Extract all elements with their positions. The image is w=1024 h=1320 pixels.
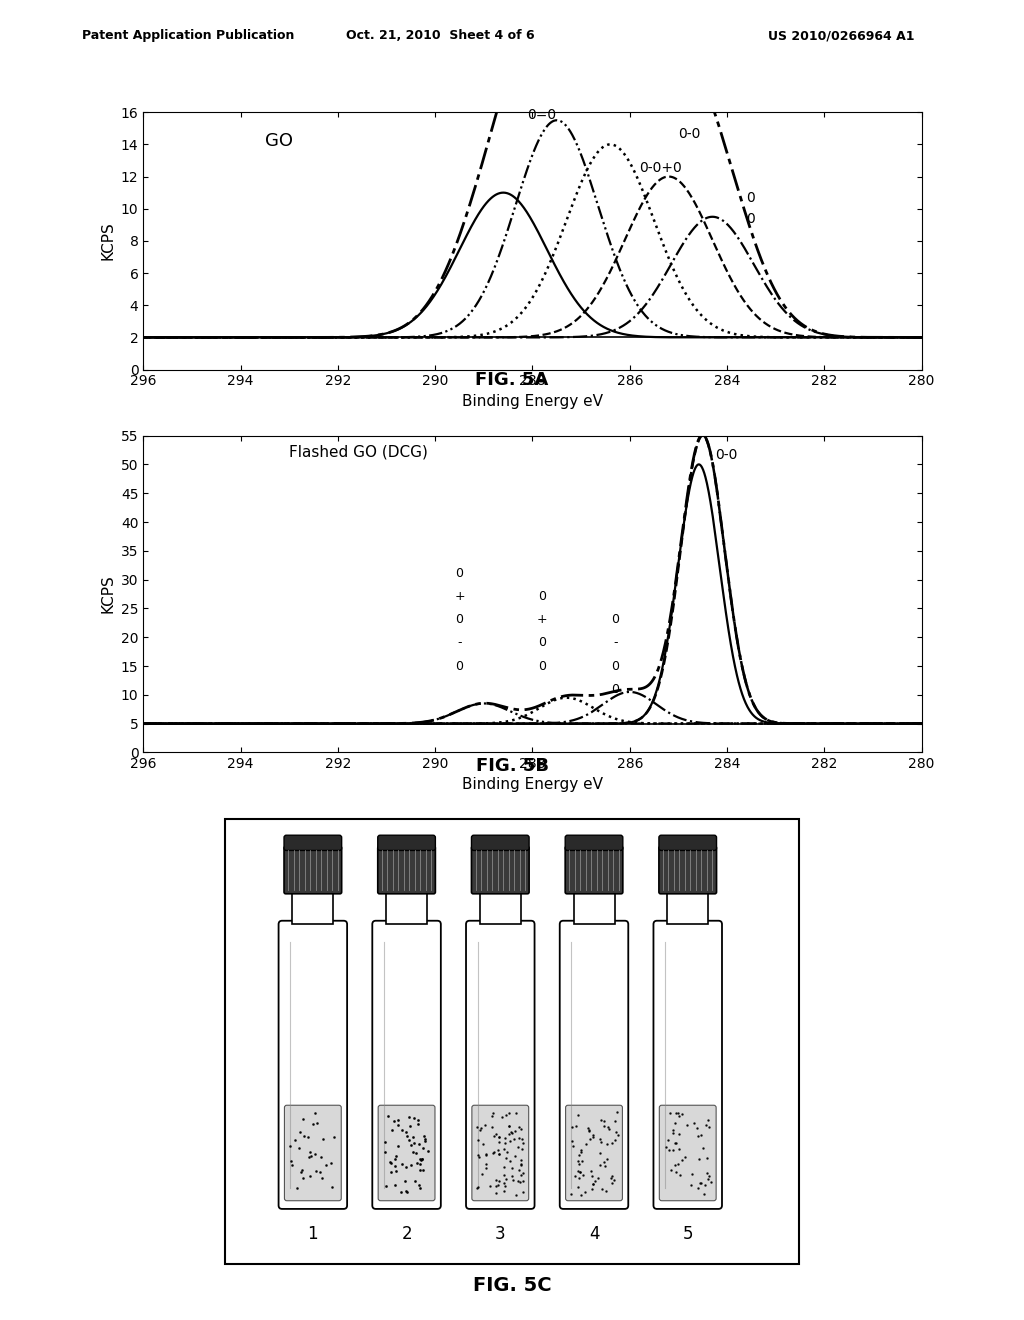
Text: 4: 4 [589,1225,599,1242]
Text: 0: 0 [611,660,620,672]
FancyBboxPatch shape [466,921,535,1209]
FancyBboxPatch shape [565,836,623,850]
Text: 0: 0 [456,568,464,581]
Bar [292,892,334,924]
Bar [480,892,521,924]
FancyBboxPatch shape [284,836,342,850]
FancyBboxPatch shape [284,846,342,894]
FancyBboxPatch shape [471,836,529,850]
FancyBboxPatch shape [373,921,440,1209]
Text: 0: 0 [611,614,620,627]
Text: 2: 2 [401,1225,412,1242]
Text: 0: 0 [746,213,756,226]
Text: FIG. 5B: FIG. 5B [475,756,549,775]
FancyBboxPatch shape [658,836,717,850]
FancyBboxPatch shape [285,1105,341,1201]
Text: 5: 5 [682,1225,693,1242]
Text: FIG. 5C: FIG. 5C [473,1276,551,1295]
FancyBboxPatch shape [471,846,529,894]
Text: 0-0+0: 0-0+0 [640,161,682,174]
Bar [668,892,709,924]
FancyBboxPatch shape [659,1105,716,1201]
Text: 0: 0 [539,660,546,672]
FancyBboxPatch shape [658,846,717,894]
Text: Patent Application Publication: Patent Application Publication [82,29,294,42]
Text: 0=0: 0=0 [527,108,557,121]
Text: +: + [537,614,548,627]
Text: -: - [458,636,462,649]
Text: 1: 1 [307,1225,318,1242]
Text: 0-0: 0-0 [715,447,737,462]
FancyBboxPatch shape [378,836,435,850]
Text: GO: GO [265,132,293,149]
Text: 0: 0 [746,191,756,206]
FancyBboxPatch shape [653,921,722,1209]
FancyBboxPatch shape [472,1105,528,1201]
Text: US 2010/0266964 A1: US 2010/0266964 A1 [768,29,914,42]
Y-axis label: KCPS: KCPS [100,574,116,614]
FancyBboxPatch shape [560,921,629,1209]
FancyBboxPatch shape [565,846,623,894]
Text: 0: 0 [539,590,546,603]
Text: 0: 0 [456,614,464,627]
Text: 0: 0 [456,660,464,672]
Bar [386,892,427,924]
Bar [573,892,614,924]
Text: Flashed GO (DCG): Flashed GO (DCG) [290,445,428,459]
FancyBboxPatch shape [378,1105,435,1201]
X-axis label: Binding Energy eV: Binding Energy eV [462,393,603,409]
Text: 0: 0 [611,682,620,696]
Text: 0-0: 0-0 [679,127,700,141]
Text: FIG. 5A: FIG. 5A [475,371,549,389]
X-axis label: Binding Energy eV: Binding Energy eV [462,776,603,792]
FancyBboxPatch shape [565,1105,623,1201]
Text: +: + [455,590,465,603]
Y-axis label: KCPS: KCPS [100,222,115,260]
FancyBboxPatch shape [378,846,435,894]
Text: Oct. 21, 2010  Sheet 4 of 6: Oct. 21, 2010 Sheet 4 of 6 [346,29,535,42]
Text: 3: 3 [495,1225,506,1242]
Text: -: - [613,636,617,649]
FancyBboxPatch shape [279,921,347,1209]
Text: 0: 0 [539,636,546,649]
